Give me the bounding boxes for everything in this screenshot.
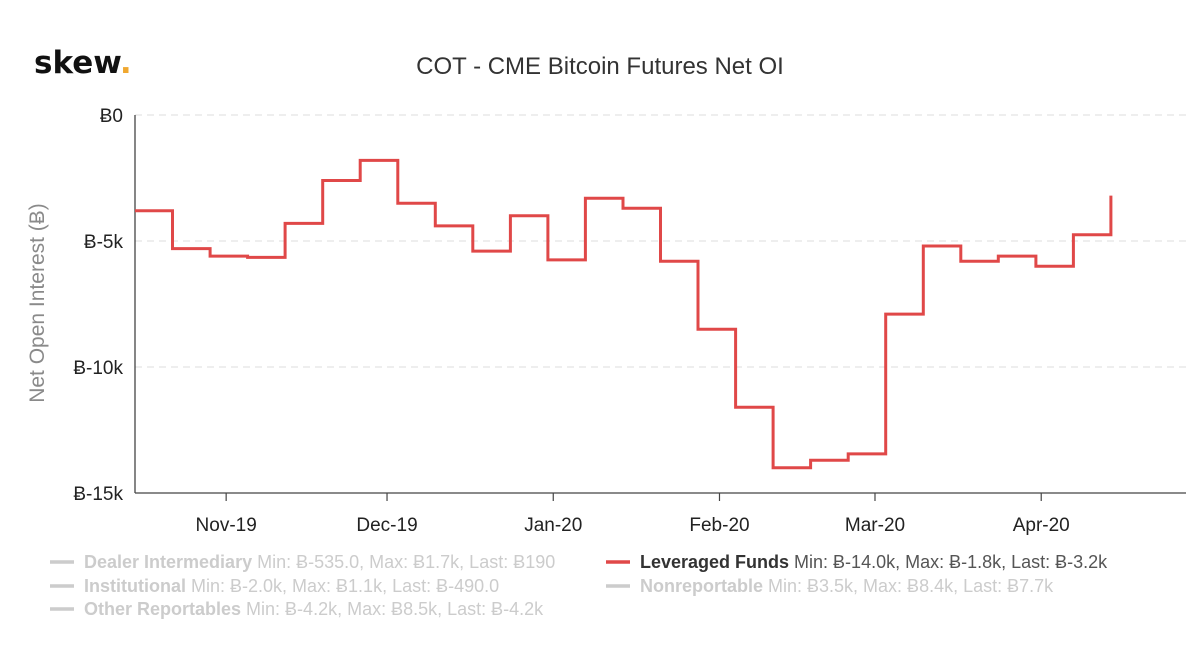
legend-text: Dealer Intermediary Min: Ƀ-535.0, Max: Ƀ… [84,552,555,572]
legend-item-institutional[interactable]: Institutional Min: Ƀ-2.0k, Max: Ƀ1.1k, L… [50,576,499,596]
x-tick-label: Jan-20 [524,515,582,536]
legend-stats: Min: Ƀ3.5k, Max: Ƀ8.4k, Last: Ƀ7.7k [768,576,1054,596]
x-tick-label: Dec-19 [356,515,417,536]
logo-dot: . [120,45,132,81]
legend-text: Institutional Min: Ƀ-2.0k, Max: Ƀ1.1k, L… [84,576,499,596]
x-axis: Nov-19 Dec-19 Jan-20 Feb-20 Mar-20 Apr-20 [134,115,1186,536]
legend-text: Leveraged Funds Min: Ƀ-14.0k, Max: Ƀ-1.8… [640,552,1108,572]
chart-title: COT - CME Bitcoin Futures Net OI [416,53,784,80]
legend-name: Other Reportables [84,599,246,619]
svg-text:skew.: skew. [34,45,132,81]
legend-stats: Min: Ƀ-14.0k, Max: Ƀ-1.8k, Last: Ƀ-3.2k [794,552,1108,572]
legend-item-nonreportable[interactable]: Nonreportable Min: Ƀ3.5k, Max: Ƀ8.4k, La… [606,576,1054,596]
legend-item-leveraged-funds[interactable]: Leveraged Funds Min: Ƀ-14.0k, Max: Ƀ-1.8… [606,552,1108,572]
y-axis-ticks: Ƀ0 Ƀ-5k Ƀ-10k Ƀ-15k [73,106,123,505]
y-tick-label: Ƀ0 [100,106,123,127]
legend-name: Nonreportable [640,576,768,596]
series-line-leveraged-funds [135,158,1113,470]
legend: Dealer Intermediary Min: Ƀ-535.0, Max: Ƀ… [50,552,1108,619]
y-tick-label: Ƀ-15k [73,484,123,505]
legend-item-other-reportables[interactable]: Other Reportables Min: Ƀ-4.2k, Max: Ƀ8.5… [50,599,544,619]
legend-stats: Min: Ƀ-535.0, Max: Ƀ1.7k, Last: Ƀ190 [257,552,555,572]
legend-name: Leveraged Funds [640,552,794,572]
y-tick-label: Ƀ-5k [84,232,124,253]
x-tick-label: Mar-20 [845,515,905,536]
series-group [135,158,1113,470]
legend-stats: Min: Ƀ-4.2k, Max: Ƀ8.5k, Last: Ƀ-4.2k [246,599,544,619]
legend-name: Institutional [84,576,191,596]
legend-text: Other Reportables Min: Ƀ-4.2k, Max: Ƀ8.5… [84,599,544,619]
legend-item-dealer-intermediary[interactable]: Dealer Intermediary Min: Ƀ-535.0, Max: Ƀ… [50,552,555,572]
y-axis-label: Net Open Interest (Ƀ) [26,203,49,403]
y-tick-label: Ƀ-10k [73,358,123,379]
logo-text: skew [34,45,121,81]
x-tick-label: Nov-19 [196,515,257,536]
legend-text: Nonreportable Min: Ƀ3.5k, Max: Ƀ8.4k, La… [640,576,1054,596]
legend-stats: Min: Ƀ-2.0k, Max: Ƀ1.1k, Last: Ƀ-490.0 [191,576,499,596]
legend-name: Dealer Intermediary [84,552,257,572]
skew-logo: skew. [34,45,132,81]
x-tick-label: Feb-20 [689,515,749,536]
x-tick-label: Apr-20 [1013,515,1070,536]
